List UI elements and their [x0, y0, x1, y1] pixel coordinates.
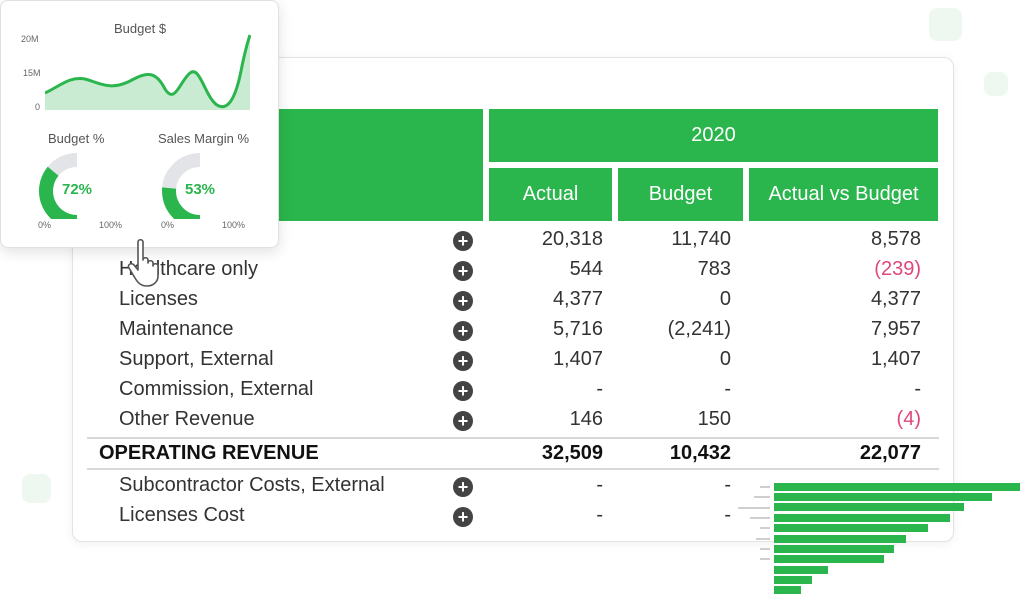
gauge-max-label: 100% [99, 220, 123, 230]
plus-circle-icon[interactable]: + [453, 291, 473, 311]
column-header-variance: Actual vs Budget [749, 168, 938, 221]
cell-actual: 4,377 [552, 288, 603, 310]
cell-variance: (4) [896, 408, 921, 430]
table-row: Healthcare only + 544 783 (239) [73, 256, 953, 286]
total-row: OPERATING REVENUE 32,509 10,432 22,077 [73, 440, 953, 470]
row-label: OPERATING REVENUE [99, 442, 319, 464]
plus-circle-icon[interactable]: + [453, 507, 473, 527]
gauge-title-budget: Budget % [48, 131, 105, 146]
cell-variance: 4,377 [870, 288, 921, 310]
row-label: Commission, External [119, 378, 314, 400]
cell-variance: 7,957 [870, 318, 921, 340]
row-label: Subcontractor Costs, External [119, 474, 385, 496]
cell-budget: 0 [719, 348, 731, 370]
plus-circle-icon[interactable]: + [453, 351, 473, 371]
row-label: Licenses Cost [119, 504, 245, 526]
plus-circle-icon[interactable]: + [453, 477, 473, 497]
y-tick-label: 15M [23, 68, 41, 78]
budget-percent-gauge [39, 153, 78, 219]
budget-chart-title: Budget $ [114, 21, 167, 36]
cell-budget: 783 [697, 258, 731, 280]
cell-variance: 1,407 [870, 348, 921, 370]
decor-square [929, 8, 962, 41]
mini-dashboard-card: Budget $ 20M 15M 0 Budget % Sales Margin… [0, 0, 279, 248]
cell-variance: - [914, 378, 921, 400]
table-row: Commission, External + - - - [73, 376, 953, 406]
cell-budget: - [724, 504, 731, 526]
gauge-title-sales-margin: Sales Margin % [158, 131, 250, 146]
cell-budget: 150 [697, 408, 731, 430]
plus-circle-icon[interactable]: + [453, 411, 473, 431]
cell-budget: 11,740 [671, 228, 731, 250]
gauge-fill [39, 166, 78, 219]
table-row: + 20,318 11,740 8,578 [73, 226, 953, 256]
y-tick-label: 0 [35, 102, 41, 112]
budget-area-chart [45, 34, 251, 110]
cell-budget: 0 [719, 288, 731, 310]
gauge-max-label: 100% [222, 220, 246, 230]
plus-circle-icon[interactable]: + [453, 381, 473, 401]
cell-variance: 22,077 [859, 442, 921, 464]
year-header: 2020 [489, 109, 938, 162]
column-header-actual: Actual [489, 168, 612, 221]
cell-actual: - [596, 474, 603, 496]
decorative-bar-graphic [738, 483, 1020, 594]
table-row: Other Revenue + 146 150 (4) [73, 406, 953, 436]
cell-budget: - [724, 474, 731, 496]
gauge-fill [162, 187, 201, 219]
divider [87, 437, 939, 439]
cell-actual: 544 [569, 258, 603, 280]
row-label: Licenses [119, 288, 198, 310]
decor-square [984, 72, 1008, 96]
row-label: Support, External [119, 348, 274, 370]
cell-actual: 20,318 [541, 228, 603, 250]
sales-margin-gauge [162, 153, 201, 219]
gauge-value-budget: 72% [61, 181, 93, 198]
gauge-min-label: 0% [161, 220, 175, 230]
cell-budget: - [724, 378, 731, 400]
table-row: Licenses Cost + - - [73, 502, 953, 532]
cell-actual: - [596, 504, 603, 526]
gauge-min-label: 0% [38, 220, 52, 230]
cell-variance: (239) [874, 258, 921, 280]
cell-variance: 8,578 [870, 228, 921, 250]
column-header-budget: Budget [618, 168, 743, 221]
decor-square [22, 474, 51, 503]
cell-actual: 5,716 [552, 318, 603, 340]
row-label: Other Revenue [119, 408, 255, 430]
table-row: Licenses + 4,377 0 4,377 [73, 286, 953, 316]
cell-budget: 10,432 [669, 442, 731, 464]
table-row: Maintenance + 5,716 (2,241) 7,957 [73, 316, 953, 346]
cell-actual: 146 [569, 408, 603, 430]
y-tick-label: 20M [21, 34, 39, 44]
gauge-value-sales-margin: 53% [184, 181, 216, 198]
hand-pointer-icon [127, 238, 159, 287]
cell-actual: 32,509 [541, 442, 603, 464]
plus-circle-icon[interactable]: + [453, 231, 473, 251]
table-row: Subcontractor Costs, External + - - [73, 472, 953, 502]
cell-budget: (2,241) [667, 318, 731, 340]
row-label: Maintenance [119, 318, 234, 340]
cell-actual: - [596, 378, 603, 400]
divider [87, 468, 939, 470]
plus-circle-icon[interactable]: + [453, 321, 473, 341]
cell-actual: 1,407 [552, 348, 603, 370]
plus-circle-icon[interactable]: + [453, 261, 473, 281]
table-row: Support, External + 1,407 0 1,407 [73, 346, 953, 376]
